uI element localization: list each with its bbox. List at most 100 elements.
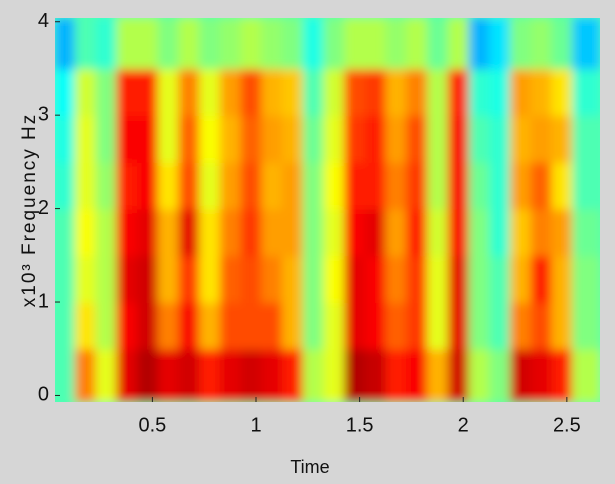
heat-cell	[282, 67, 305, 116]
heat-cell	[220, 208, 243, 257]
heat-cell	[220, 301, 243, 350]
x-tick-label: 1.5	[346, 414, 374, 436]
heat-cell	[137, 17, 160, 69]
heat-cell	[365, 161, 388, 210]
heat-cell	[199, 348, 222, 403]
heat-cell	[178, 254, 201, 303]
heat-cell	[427, 67, 450, 116]
heat-cell	[323, 348, 346, 403]
heat-cell	[178, 208, 201, 257]
heat-cell	[531, 114, 554, 163]
heat-cell	[344, 17, 367, 69]
heat-cell	[54, 348, 77, 403]
heat-cell	[75, 17, 98, 69]
heat-cell	[95, 114, 118, 163]
heat-cell	[178, 348, 201, 403]
y-tick-label: 2	[38, 197, 49, 219]
heat-cell	[386, 161, 409, 210]
heat-cell	[158, 114, 181, 163]
heat-cell	[510, 17, 533, 69]
heat-cell	[54, 161, 77, 210]
heat-cell	[199, 208, 222, 257]
heat-cell	[344, 254, 367, 303]
heat-cell	[365, 208, 388, 257]
heat-cell	[261, 17, 284, 69]
heat-cell	[323, 254, 346, 303]
heat-cell	[468, 348, 491, 403]
heat-cell	[406, 67, 429, 116]
heat-cell	[241, 301, 264, 350]
heat-cell	[344, 114, 367, 163]
heat-cell	[344, 67, 367, 116]
heat-cell	[220, 254, 243, 303]
heat-cell	[137, 161, 160, 210]
heat-cell	[178, 67, 201, 116]
heat-cell	[489, 114, 512, 163]
heat-cell	[54, 301, 77, 350]
heat-cell	[116, 161, 139, 210]
heat-cell	[551, 67, 574, 116]
heat-cell	[261, 301, 284, 350]
heat-cell	[448, 208, 471, 257]
heat-cell	[158, 161, 181, 210]
heat-cell	[303, 208, 326, 257]
heat-cell	[95, 254, 118, 303]
heat-cell	[489, 17, 512, 69]
heat-cell	[261, 114, 284, 163]
heat-cell	[54, 114, 77, 163]
heat-cell	[448, 301, 471, 350]
heat-cell	[551, 254, 574, 303]
heat-cell	[116, 348, 139, 403]
heat-cell	[241, 67, 264, 116]
heat-cell	[116, 17, 139, 69]
heat-cell	[282, 301, 305, 350]
heat-cell	[448, 114, 471, 163]
heat-cell	[510, 348, 533, 403]
heat-cell	[199, 114, 222, 163]
heat-cell	[531, 208, 554, 257]
heat-cell	[95, 301, 118, 350]
heat-cell	[427, 17, 450, 69]
heat-cell	[241, 348, 264, 403]
heat-cell	[572, 348, 601, 403]
heat-cell	[489, 161, 512, 210]
heat-cell	[282, 348, 305, 403]
y-tick-label: 1	[38, 290, 49, 312]
heat-cell	[551, 208, 574, 257]
heat-cell	[365, 67, 388, 116]
heat-cell	[572, 161, 601, 210]
heat-cell	[427, 301, 450, 350]
heat-cell	[199, 17, 222, 69]
heat-cell	[531, 67, 554, 116]
heat-cell	[116, 301, 139, 350]
heat-cell	[551, 114, 574, 163]
heat-cell	[468, 114, 491, 163]
heat-cell	[75, 348, 98, 403]
heat-cell	[551, 17, 574, 69]
heat-cell	[261, 254, 284, 303]
heat-cell	[178, 114, 201, 163]
heat-cell	[261, 161, 284, 210]
heat-cell	[406, 114, 429, 163]
heat-cell	[158, 348, 181, 403]
heatmap	[45, 8, 610, 412]
heat-cell	[137, 114, 160, 163]
heat-cell	[448, 17, 471, 69]
heat-cell	[406, 348, 429, 403]
heat-cell	[323, 208, 346, 257]
heat-cell	[510, 161, 533, 210]
chart: Time x10³ Frequency Hz 0.511.522.501234	[0, 0, 615, 484]
heat-cell	[344, 161, 367, 210]
heat-cell	[365, 254, 388, 303]
heat-cell	[116, 67, 139, 116]
x-tick-label: 2	[458, 414, 469, 436]
heat-cell	[489, 67, 512, 116]
heat-cell	[54, 208, 77, 257]
heat-cell	[572, 208, 601, 257]
heat-cell	[261, 67, 284, 116]
heat-cell	[386, 348, 409, 403]
heat-cell	[572, 67, 601, 116]
heat-cell	[303, 348, 326, 403]
heat-cell	[137, 208, 160, 257]
heat-cell	[303, 161, 326, 210]
